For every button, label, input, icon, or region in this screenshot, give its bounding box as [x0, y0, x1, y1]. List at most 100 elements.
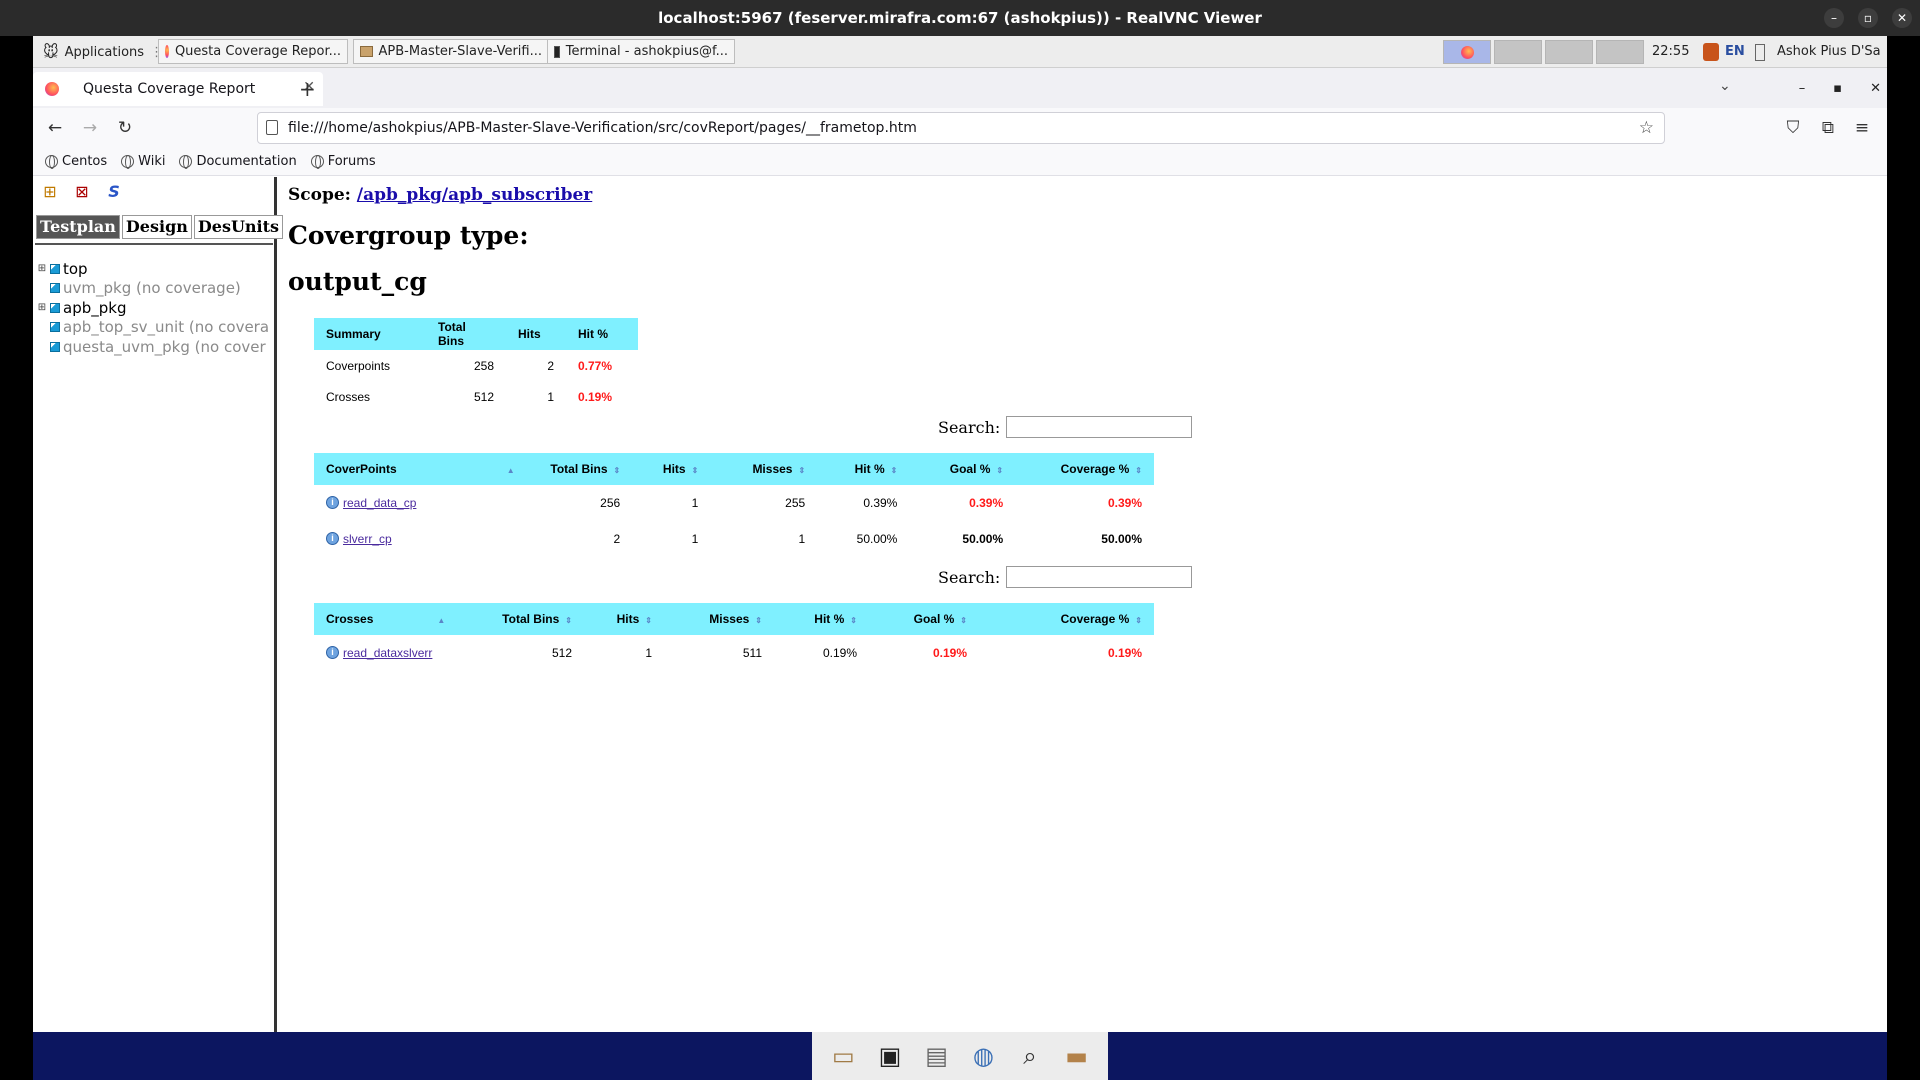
- text-editor-icon[interactable]: ▤: [925, 1042, 948, 1070]
- forward-arrow-icon[interactable]: →: [82, 118, 98, 138]
- col-total-bins[interactable]: Total Bins ⇕: [526, 453, 633, 485]
- total-bins: 512: [551, 646, 572, 660]
- tree-node-uvm-pkg[interactable]: uvm_pkg (no coverage): [37, 279, 273, 299]
- new-tab-button[interactable]: +: [299, 77, 316, 101]
- tab-close-icon[interactable]: ✕: [303, 79, 315, 95]
- tree-node-top[interactable]: ⊞ top: [37, 259, 273, 279]
- coverage-pct: 50.00%: [1101, 532, 1142, 546]
- col-crosses[interactable]: Crosses ▲: [314, 603, 474, 635]
- list-tabs-chevron-icon[interactable]: ⌄: [1719, 78, 1731, 94]
- col-hits[interactable]: Hits ⇕: [584, 603, 664, 635]
- header-label: Misses: [709, 612, 750, 626]
- cross-link[interactable]: read_dataxslverr: [343, 646, 433, 660]
- coverpoint-link[interactable]: read_data_cp: [343, 496, 417, 510]
- reload-icon[interactable]: ↻: [117, 118, 133, 138]
- notification-icon[interactable]: [1703, 43, 1719, 61]
- tab-testplan[interactable]: Testplan: [36, 215, 120, 239]
- task-file-manager[interactable]: APB-Master-Slave-Verifi...: [353, 39, 549, 64]
- scope-link[interactable]: /apb_pkg/apb_subscriber: [356, 185, 593, 205]
- home-folder-icon[interactable]: ▭: [831, 1042, 855, 1070]
- window-controls: – ▪ ✕: [1799, 68, 1881, 108]
- col-coverpoints[interactable]: CoverPoints ▲: [314, 453, 527, 485]
- crosses-table: Crosses ▲ Total Bins ⇕ Hits ⇕ Misses ⇕ Hit %…: [314, 603, 1154, 671]
- url-bar[interactable]: file:///home/ashokpius/APB-Master-Slave-…: [257, 112, 1665, 144]
- task-label: Questa Coverage Repor...: [174, 44, 341, 59]
- sort-icon: ⇕: [613, 466, 621, 475]
- workspace-3[interactable]: [1545, 40, 1593, 64]
- info-icon[interactable]: i: [326, 496, 339, 509]
- window-minimize-button[interactable]: –: [1798, 80, 1806, 96]
- bookmark-star-icon[interactable]: ☆: [1638, 118, 1654, 138]
- workspace-1[interactable]: [1443, 40, 1491, 64]
- left-toolbar: ⊞ ⊠ S: [41, 183, 123, 201]
- questa-logo-icon[interactable]: S: [108, 182, 120, 201]
- tab-design[interactable]: Design: [121, 215, 192, 239]
- pocket-icon[interactable]: ⛉: [1786, 118, 1800, 138]
- expand-plus-icon[interactable]: ⊞: [37, 302, 47, 314]
- col-coverage-pct[interactable]: Coverage % ⇕: [979, 603, 1154, 635]
- terminal-icon[interactable]: ▣: [878, 1042, 902, 1070]
- col-coverage-pct[interactable]: Coverage % ⇕: [1015, 453, 1154, 485]
- bookmark-forums[interactable]: Forums: [310, 154, 376, 169]
- applications-menu[interactable]: 🐭 Applications ⋮: [39, 40, 167, 64]
- window-close-button[interactable]: ✕: [1870, 80, 1881, 96]
- back-arrow-icon[interactable]: ←: [47, 118, 63, 138]
- expand-tree-icon[interactable]: ⊞: [43, 182, 57, 201]
- col-goal-pct[interactable]: Goal % ⇕: [869, 603, 979, 635]
- header-label: Goal %: [949, 462, 991, 476]
- extensions-icon[interactable]: ⧉: [1821, 118, 1835, 138]
- bookmark-documentation[interactable]: Documentation: [179, 154, 297, 169]
- maximize-button[interactable]: ▫: [1858, 8, 1878, 28]
- table-row: Coverpoints 258 2 0.77%: [314, 350, 638, 381]
- tab-desunits[interactable]: DesUnits: [193, 215, 284, 239]
- keyboard-layout[interactable]: EN: [1725, 44, 1745, 59]
- goal-pct: 50.00%: [962, 532, 1004, 546]
- report-frame: Scope: /apb_pkg/apb_subscriber Covergrou…: [280, 177, 1887, 1032]
- search-icon[interactable]: ⌕: [1023, 1042, 1037, 1070]
- bookmark-label: Centos: [62, 154, 108, 169]
- user-menu[interactable]: Ashok Pius D'Sa: [1777, 44, 1881, 59]
- info-icon[interactable]: i: [326, 532, 339, 545]
- vnc-window-title: localhost:5967 (feserver.mirafra.com:67 …: [658, 9, 1262, 27]
- clock[interactable]: 22:55: [1652, 44, 1690, 59]
- expand-plus-icon[interactable]: ⊞: [37, 263, 47, 275]
- hits: 1: [547, 389, 554, 404]
- total-bins: 2: [613, 532, 621, 546]
- bookmark-wiki[interactable]: Wiki: [121, 154, 165, 169]
- col-total-bins[interactable]: Total Bins ⇕: [474, 603, 584, 635]
- search-input[interactable]: [1006, 416, 1193, 438]
- task-terminal[interactable]: Terminal - ashokpius@f...: [547, 39, 735, 64]
- info-icon[interactable]: i: [326, 646, 339, 659]
- folder-icon[interactable]: ▬: [1065, 1042, 1088, 1070]
- col-hits[interactable]: Hits ⇕: [632, 453, 711, 485]
- tab-questa-report[interactable]: Questa Coverage Report ✕: [33, 72, 323, 106]
- coverpoint-link[interactable]: slverr_cp: [343, 532, 392, 546]
- minimize-button[interactable]: –: [1824, 8, 1844, 28]
- tree-label: apb_pkg: [63, 298, 127, 317]
- window-maximize-button[interactable]: ▪: [1833, 80, 1843, 96]
- goal-pct: 0.39%: [969, 496, 1004, 510]
- col-misses[interactable]: Misses ⇕: [664, 603, 774, 635]
- tree-node-questa-uvm-pkg[interactable]: questa_uvm_pkg (no cover: [37, 337, 273, 357]
- search-input[interactable]: [1006, 566, 1193, 588]
- task-firefox[interactable]: Questa Coverage Repor...: [158, 39, 348, 64]
- close-button[interactable]: ✕: [1892, 8, 1912, 28]
- workspace-2[interactable]: [1494, 40, 1542, 64]
- col-misses[interactable]: Misses ⇕: [710, 453, 818, 485]
- coverage-pct: 0.19%: [1107, 646, 1142, 660]
- col-hit-pct[interactable]: Hit % ⇕: [817, 453, 910, 485]
- menu-hamburger-icon[interactable]: ≡: [1854, 118, 1870, 138]
- col-goal-pct[interactable]: Goal % ⇕: [909, 453, 1016, 485]
- collapse-tree-icon[interactable]: ⊠: [75, 182, 89, 201]
- tree-node-apb-top-sv-unit[interactable]: apb_top_sv_unit (no covera: [37, 318, 273, 338]
- table-row: i slverr_cp 2 1 1 50.00% 50.00% 50.00%: [314, 521, 1154, 557]
- workspace-4[interactable]: [1596, 40, 1644, 64]
- tree-node-apb-pkg[interactable]: ⊞ apb_pkg: [37, 298, 273, 318]
- web-browser-globe-icon[interactable]: ◍: [972, 1042, 994, 1070]
- task-label: Terminal - ashokpius@f...: [565, 44, 728, 59]
- url-text: file:///home/ashokpius/APB-Master-Slave-…: [288, 120, 917, 136]
- col-hit-pct[interactable]: Hit % ⇕: [774, 603, 869, 635]
- sort-icon: ⇕: [565, 616, 572, 625]
- header-label: Total Bins: [550, 462, 608, 476]
- bookmark-centos[interactable]: Centos: [45, 154, 107, 169]
